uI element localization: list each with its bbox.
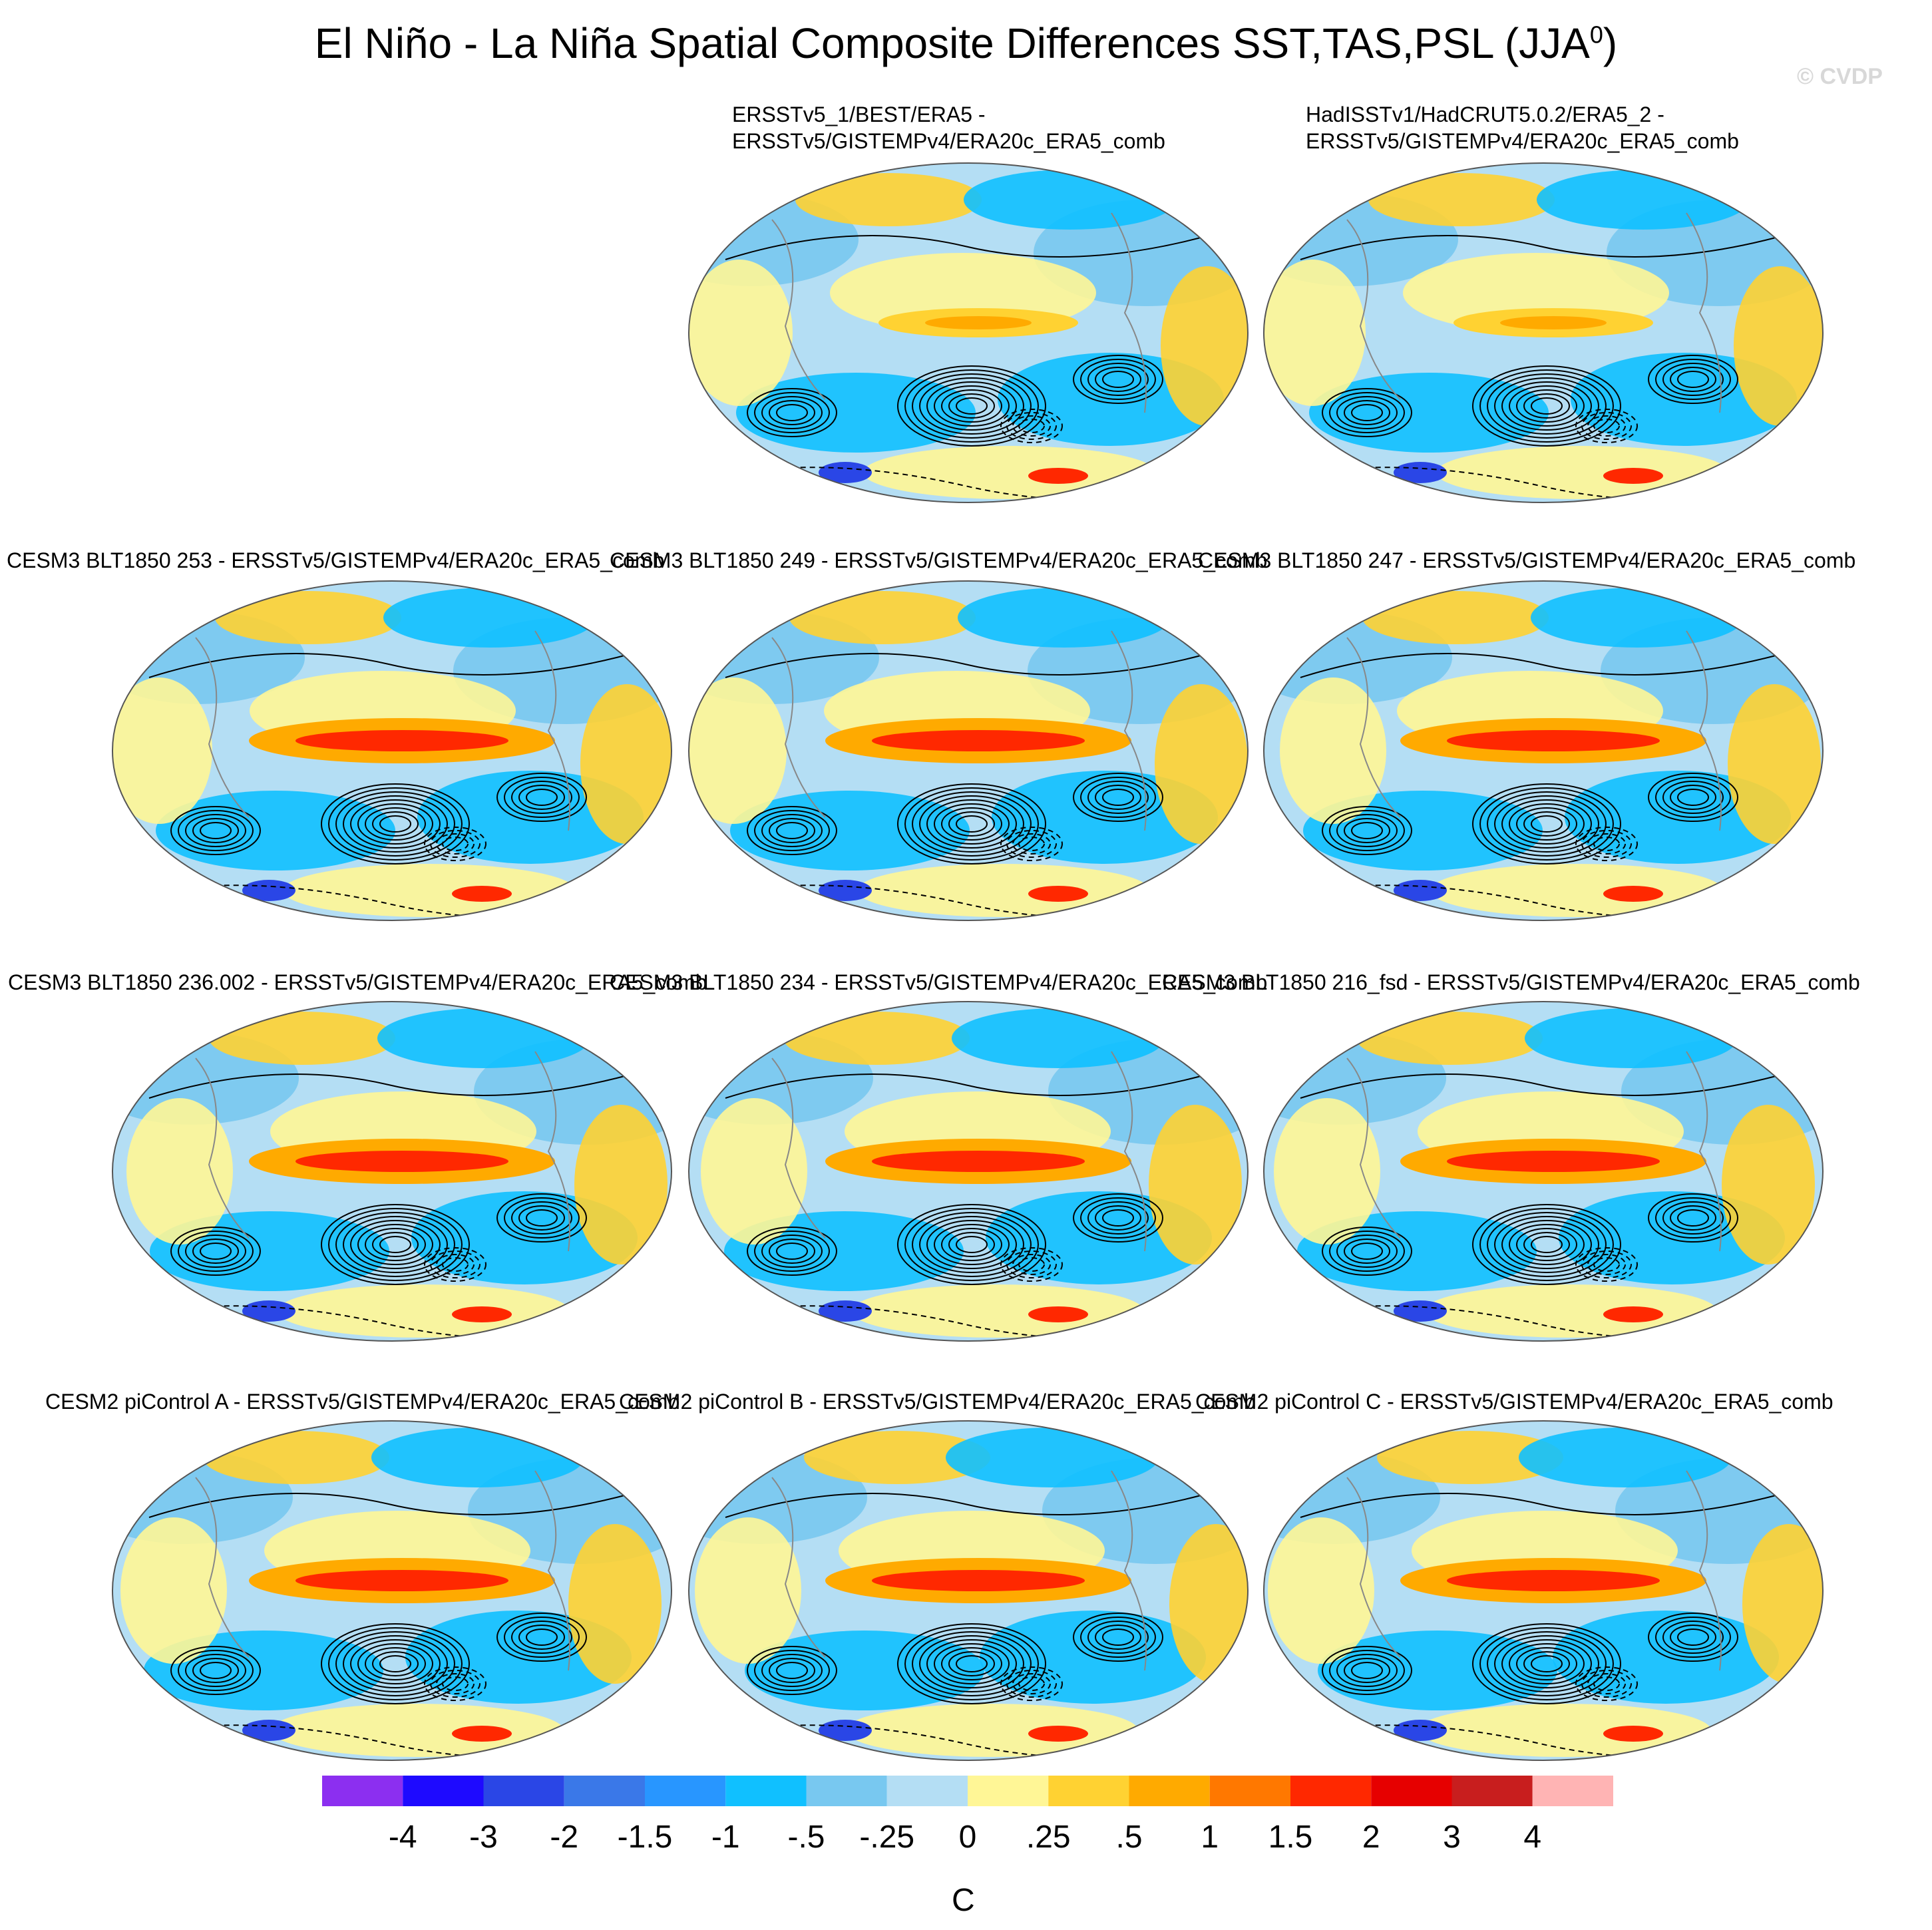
colorbar-swatch — [968, 1776, 1049, 1806]
colorbar-tick-label: 1.5 — [1268, 1820, 1313, 1855]
panel-title-cesm3-253: CESM3 BLT1850 253 - ERSSTv5/GISTEMPv4/ER… — [7, 548, 665, 572]
colorbar-tick-label: .5 — [1115, 1820, 1142, 1855]
colorbar-swatch — [403, 1776, 484, 1806]
cvdp-credit: © CVDP — [1797, 64, 1883, 89]
colorbar-swatch — [645, 1776, 726, 1806]
colorbar-tick-label: -2 — [550, 1820, 578, 1855]
colorbar-tick-label: 3 — [1443, 1820, 1461, 1855]
colorbar-tick-label: 1 — [1201, 1820, 1219, 1855]
colorbar-swatch — [1129, 1776, 1210, 1806]
map-cesm2-b — [688, 1420, 1249, 1761]
map-obs-2 — [1263, 162, 1824, 503]
panel-title-cesm2-a: CESM2 piControl A - ERSSTv5/GISTEMPv4/ER… — [45, 1390, 680, 1414]
colorbar-tick-label: 2 — [1362, 1820, 1380, 1855]
map-cesm2-c — [1263, 1420, 1824, 1761]
colorbar-unit: C — [952, 1883, 975, 1918]
colorbar-swatch — [886, 1776, 968, 1806]
panel-title-cesm2-c: CESM2 piControl C - ERSSTv5/GISTEMPv4/ER… — [1195, 1390, 1834, 1414]
panel-title-cesm3-249: CESM3 BLT1850 249 - ERSSTv5/GISTEMPv4/ER… — [610, 548, 1268, 572]
colorbar-swatch — [564, 1776, 645, 1806]
map-cesm3-234 — [688, 1001, 1249, 1342]
colorbar-tick-label: -4 — [389, 1820, 417, 1855]
panel-title-cesm2-b: CESM2 piControl B - ERSSTv5/GISTEMPv4/ER… — [619, 1390, 1256, 1414]
colorbar-tick-label: -1 — [711, 1820, 740, 1855]
panel-title-cesm3-234: CESM3 BLT1850 234 - ERSSTv5/GISTEMPv4/ER… — [610, 970, 1268, 994]
colorbar-swatch — [725, 1776, 807, 1806]
colorbar-swatch — [322, 1776, 403, 1806]
panel-title-cesm3-216: CESM3 BLT1850 216_fsd - ERSSTv5/GISTEMPv… — [1162, 970, 1860, 994]
panel-title-cesm3-236: CESM3 BLT1850 236.002 - ERSSTv5/GISTEMPv… — [8, 970, 707, 994]
colorbar-tick-label: 4 — [1523, 1820, 1541, 1855]
panel-title-cesm3-247: CESM3 BLT1850 247 - ERSSTv5/GISTEMPv4/ER… — [1198, 548, 1856, 572]
colorbar-swatch — [1371, 1776, 1452, 1806]
panel-title-obs-1: ERSSTv5_1/BEST/ERA5 - ERSSTv5/GISTEMPv4/E… — [732, 102, 1165, 153]
map-cesm3-253 — [112, 580, 672, 921]
colorbar-swatch — [1532, 1776, 1613, 1806]
colorbar-swatch — [1048, 1776, 1129, 1806]
colorbar-tick-label: -3 — [469, 1820, 498, 1855]
map-cesm3-236 — [112, 1001, 672, 1342]
map-cesm3-216 — [1263, 1001, 1824, 1342]
colorbar-swatch — [1290, 1776, 1372, 1806]
colorbar-tick-label: -.25 — [859, 1820, 914, 1855]
colorbar-tick-label: 0 — [959, 1820, 977, 1855]
map-cesm2-a — [112, 1420, 672, 1761]
colorbar-swatch — [806, 1776, 887, 1806]
colorbar-swatch — [1451, 1776, 1533, 1806]
colorbar-swatch — [483, 1776, 564, 1806]
colorbar-swatch — [1209, 1776, 1290, 1806]
panel-title-obs-2: HadISSTv1/HadCRUT5.0.2/ERA5_2 - ERSSTv5/G… — [1306, 102, 1739, 153]
colorbar-tick-label: .25 — [1026, 1820, 1071, 1855]
map-cesm3-247 — [1263, 580, 1824, 921]
map-obs-1 — [688, 162, 1249, 503]
figure-title: El Niño - La Niña Spatial Composite Diff… — [314, 19, 1618, 67]
colorbar-tick-label: -1.5 — [618, 1820, 673, 1855]
map-cesm3-249 — [688, 580, 1249, 921]
colorbar: -4 -3 -2 -1.5 -1 -.5 -.25 0 .25 .5 1 1.5 2 3 4 — [322, 1776, 1613, 1855]
colorbar-tick-label: -.5 — [787, 1820, 825, 1855]
